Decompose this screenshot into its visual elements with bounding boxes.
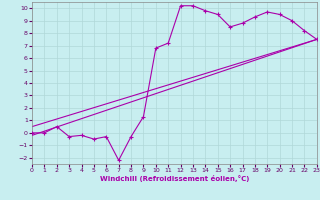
X-axis label: Windchill (Refroidissement éolien,°C): Windchill (Refroidissement éolien,°C) (100, 175, 249, 182)
